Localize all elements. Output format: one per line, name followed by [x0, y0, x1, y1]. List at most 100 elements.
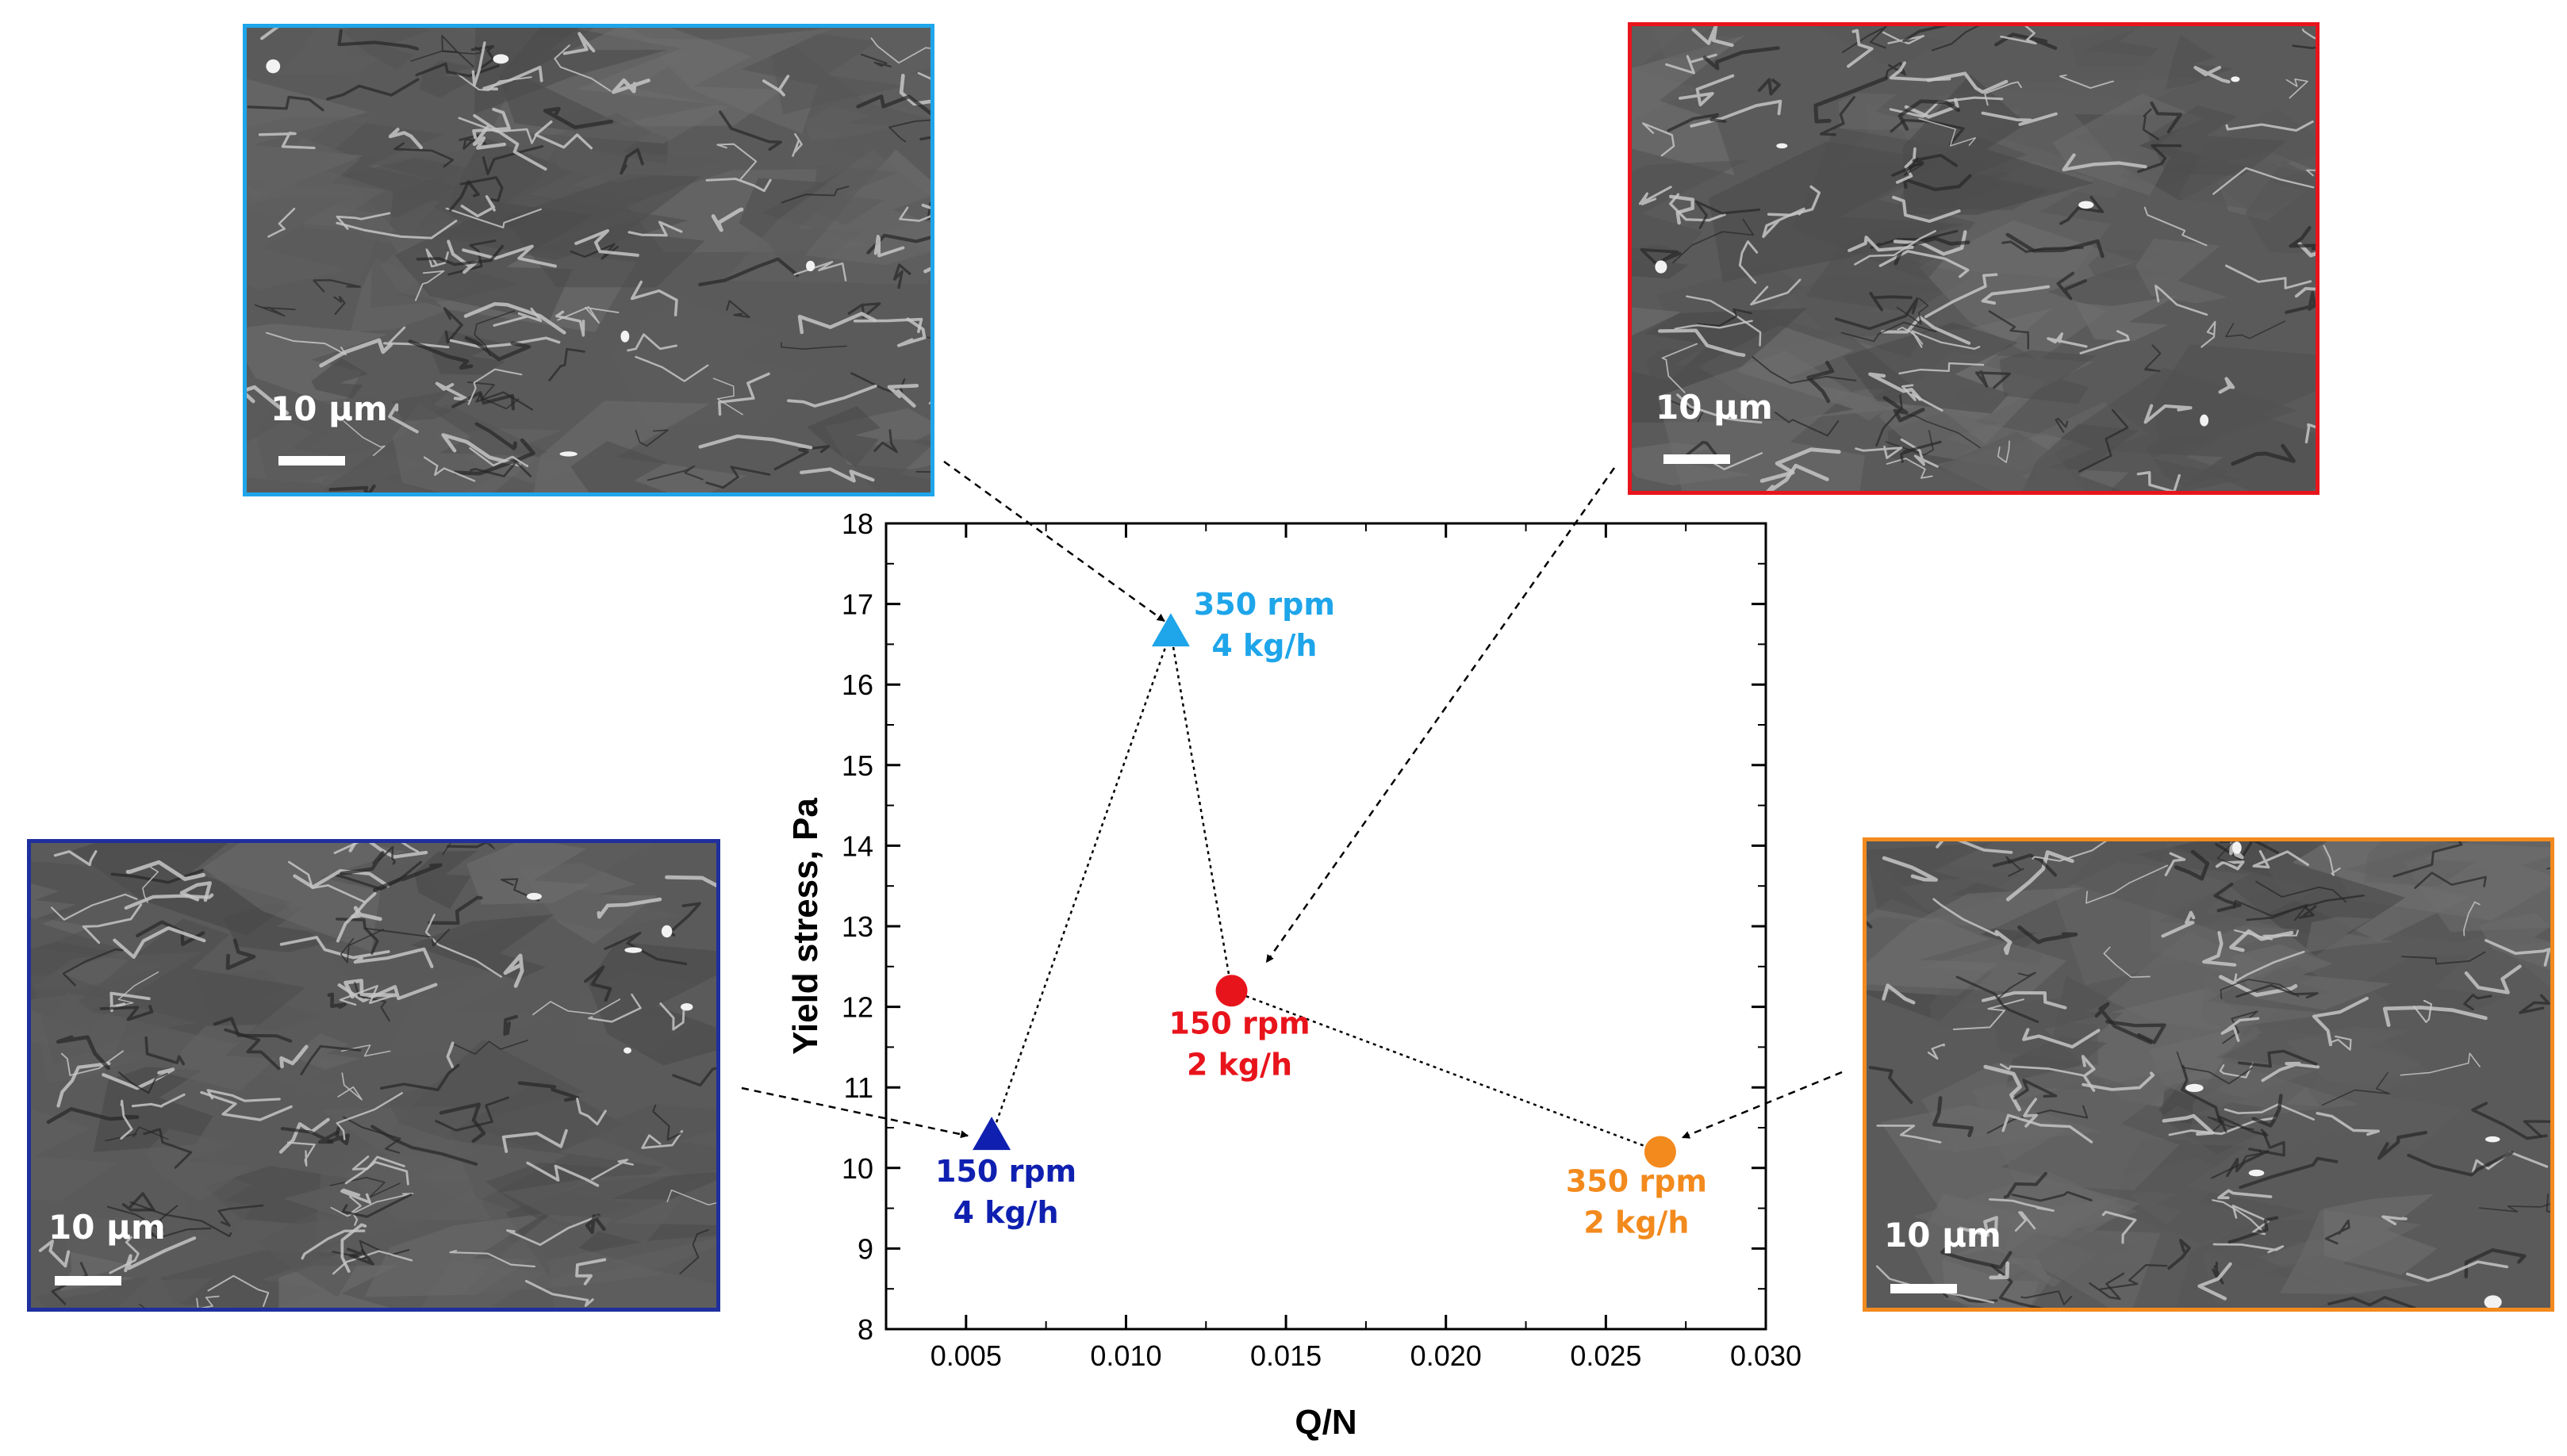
- texture-ridge: [1669, 193, 1726, 222]
- texture-ridge: [672, 1067, 716, 1087]
- texture-ridge: [2197, 1262, 2232, 1301]
- texture-ridge: [462, 244, 557, 268]
- texture-ridge: [1882, 31, 1925, 45]
- texture-patch: [31, 1109, 117, 1201]
- texture-ridge: [2218, 377, 2235, 394]
- texture-patch: [93, 1067, 213, 1152]
- texture-ridge: [635, 429, 669, 447]
- texture-ridge: [1669, 194, 1694, 225]
- texture-patch: [1632, 35, 1746, 176]
- micrograph-texture: [247, 28, 930, 492]
- texture-particle: [1655, 260, 1667, 274]
- texture-patch: [301, 1033, 361, 1070]
- texture-ridge: [2464, 964, 2522, 994]
- texture-ridge: [1952, 998, 2024, 1030]
- texture-ridge: [2212, 167, 2315, 195]
- texture-particle: [661, 925, 673, 938]
- texture-particle: [624, 947, 643, 953]
- x-tick-label: 0.020: [1410, 1339, 1482, 1372]
- texture-ridge: [705, 466, 771, 489]
- texture-ridge: [2219, 1062, 2254, 1079]
- texture-ridge: [424, 914, 502, 978]
- texture-ridge: [1661, 396, 1704, 423]
- texture-ridge: [117, 1071, 168, 1094]
- texture-ridge: [266, 331, 347, 356]
- texture-patch: [393, 402, 537, 492]
- texture-ridge: [1936, 841, 2013, 854]
- texture-patch: [462, 1214, 667, 1295]
- texture-patch: [71, 843, 293, 936]
- texture-ridge: [860, 53, 892, 67]
- texture-patch: [2052, 94, 2204, 196]
- texture-ridge: [1894, 236, 1970, 266]
- texture-ridge: [2001, 240, 2084, 254]
- texture-particle: [526, 892, 542, 900]
- texture-ridge: [2220, 979, 2300, 1000]
- texture-ridge: [792, 132, 803, 157]
- texture-patch: [610, 299, 814, 428]
- texture-ridge: [470, 461, 532, 477]
- texture-ridge: [2202, 930, 2237, 967]
- texture-ridge: [2400, 951, 2486, 965]
- texture-ridge: [493, 307, 543, 327]
- pointer-arrow: [741, 1086, 969, 1139]
- texture-ridge: [2218, 1115, 2269, 1137]
- texture-ridge: [1904, 98, 1959, 119]
- texture-ridge: [344, 1161, 409, 1186]
- texture-ridge: [143, 1128, 193, 1169]
- texture-ridge: [425, 248, 449, 268]
- texture-patch: [2070, 841, 2318, 934]
- texture-particle: [806, 260, 815, 272]
- texture-ridge: [337, 983, 438, 1003]
- texture-ridge: [408, 339, 474, 370]
- pointer-arrow: [1681, 1071, 1843, 1139]
- texture-patch: [2075, 295, 2178, 341]
- texture-ridge: [1886, 458, 1933, 479]
- data-point-triangle: [1151, 613, 1190, 647]
- texture-ridge: [349, 1195, 362, 1226]
- texture-ridge: [797, 312, 877, 335]
- texture-ridge: [787, 384, 877, 408]
- texture-ridge: [329, 1177, 401, 1198]
- texture-ridge: [574, 228, 639, 257]
- texture-ridge: [279, 936, 390, 960]
- texture-ridge: [2161, 910, 2196, 938]
- texture-ridge: [1694, 200, 1761, 229]
- data-label-speed: 150 rpm: [935, 1154, 1076, 1189]
- texture-ridge: [2216, 841, 2235, 865]
- pointer-arrow: [1265, 467, 1616, 964]
- texture-ridge: [1676, 393, 1763, 424]
- texture-ridge: [576, 1098, 607, 1126]
- y-tick-label: 10: [842, 1152, 873, 1185]
- y-tick-label: 9: [858, 1232, 873, 1265]
- texture-particle: [2231, 76, 2240, 82]
- texture-ridge: [1679, 74, 1735, 107]
- texture-ridge: [2222, 1010, 2258, 1044]
- sem-micrograph-150rpm-4kgh: 10 µm: [27, 839, 720, 1312]
- y-tick-label: 17: [842, 588, 873, 621]
- texture-patch: [342, 28, 432, 70]
- texture-ridge: [1959, 1216, 1998, 1237]
- texture-ridge: [364, 927, 450, 947]
- texture-ridge: [1738, 240, 1759, 284]
- texture-ridge: [800, 467, 875, 483]
- texture-ridge: [464, 336, 531, 362]
- texture-ridge: [443, 307, 463, 344]
- texture-ridge: [2103, 946, 2151, 979]
- texture-ridge: [1882, 983, 1916, 1005]
- texture-ridge: [2229, 929, 2294, 952]
- texture-ridge: [2239, 1156, 2339, 1190]
- texture-ridge: [410, 46, 484, 62]
- texture-ridge: [330, 1193, 414, 1217]
- scale-bar: [278, 456, 345, 466]
- texture-ridge: [2174, 849, 2210, 881]
- texture-patch: [411, 914, 554, 980]
- texture-ridge: [446, 843, 488, 849]
- texture-ridge: [2056, 271, 2088, 301]
- texture-ridge: [1994, 929, 2013, 956]
- texture-ridge: [2155, 284, 2208, 316]
- texture-ridge: [380, 1063, 460, 1092]
- texture-ridge: [666, 1189, 716, 1206]
- texture-ridge: [2255, 880, 2347, 903]
- texture-ridge: [1661, 343, 1698, 393]
